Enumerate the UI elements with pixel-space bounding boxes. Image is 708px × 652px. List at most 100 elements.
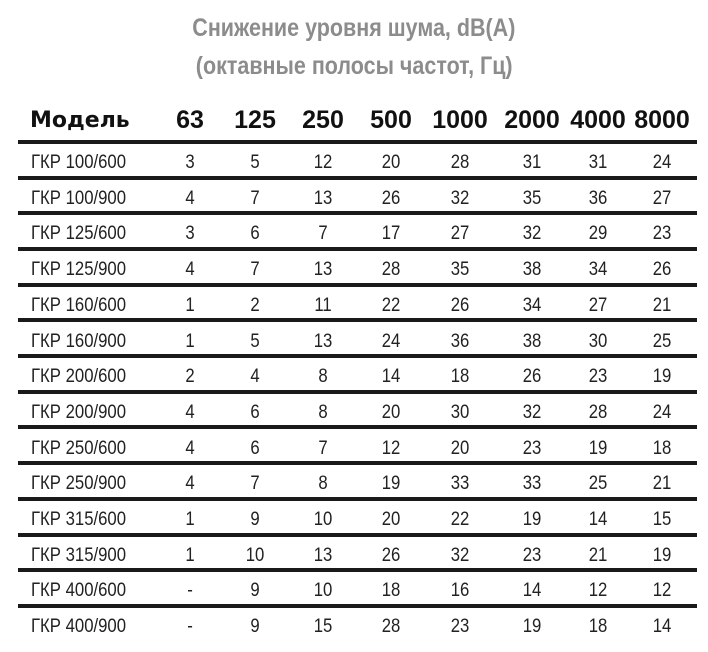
value-cell: 1 <box>185 330 195 352</box>
value-cell: 14 <box>652 616 672 638</box>
header-125hz: 125 <box>234 106 276 134</box>
row-divider <box>18 354 697 358</box>
header-1000hz: 1000 <box>432 106 488 134</box>
value-cell: 27 <box>588 294 608 316</box>
value-cell: 14 <box>588 509 608 530</box>
value-cell: 7 <box>250 259 260 281</box>
value-cell: 19 <box>522 509 542 530</box>
table-title: Снижение уровня шума, dB(A) <box>0 14 708 43</box>
value-cell: 34 <box>588 259 608 281</box>
value-cell: 1 <box>185 544 195 566</box>
value-cell: 8 <box>318 473 328 495</box>
row-divider <box>18 318 697 323</box>
value-cell: 15 <box>652 509 672 530</box>
table-row: ГКР 400/600 - 9 10 18 16 14 12 12 <box>0 572 708 608</box>
row-divider <box>18 246 697 251</box>
value-cell: - <box>187 616 193 638</box>
value-cell: 6 <box>250 401 260 423</box>
value-cell: 22 <box>450 509 470 530</box>
value-cell: 7 <box>318 437 328 459</box>
value-cell: 26 <box>450 294 470 316</box>
value-cell: 24 <box>652 152 672 173</box>
header-250hz: 250 <box>302 106 344 134</box>
value-cell: 12 <box>313 152 333 173</box>
value-cell: 36 <box>450 330 470 352</box>
value-cell: 27 <box>450 223 470 245</box>
table-subtitle: (октавные полосы частот, Гц) <box>0 52 708 81</box>
table-row: ГКР 160/600 1 2 11 22 26 34 27 21 <box>0 287 708 323</box>
value-cell: 38 <box>522 259 542 281</box>
value-cell: 11 <box>314 294 332 316</box>
model-cell: ГКР 125/600 <box>31 223 127 245</box>
model-cell: ГКР 200/900 <box>31 401 127 423</box>
row-divider <box>18 211 697 216</box>
value-cell: 8 <box>318 401 328 423</box>
row-divider <box>18 175 697 180</box>
value-cell: - <box>187 580 193 602</box>
header-2000hz: 2000 <box>504 106 560 134</box>
value-cell: 1 <box>185 294 195 316</box>
model-cell: ГКР 400/900 <box>31 616 127 638</box>
value-cell: 7 <box>318 223 328 245</box>
header-8000hz: 8000 <box>634 106 690 134</box>
value-cell: 25 <box>588 473 608 495</box>
value-cell: 15 <box>313 616 333 638</box>
table-row: ГКР 160/900 1 5 13 24 36 38 30 25 <box>0 323 708 359</box>
value-cell: 18 <box>652 437 672 459</box>
model-cell: ГКР 100/600 <box>31 152 127 173</box>
value-cell: 24 <box>652 401 672 423</box>
value-cell: 10 <box>313 580 333 602</box>
value-cell: 21 <box>652 294 672 316</box>
value-cell: 3 <box>185 152 195 173</box>
value-cell: 23 <box>588 366 608 388</box>
model-cell: ГКР 160/600 <box>31 294 127 316</box>
value-cell: 32 <box>450 544 470 566</box>
row-divider <box>18 425 697 430</box>
header-4000hz: 4000 <box>570 106 626 134</box>
value-cell: 10 <box>245 544 265 566</box>
value-cell: 16 <box>450 580 470 602</box>
value-cell: 28 <box>381 616 401 638</box>
value-cell: 31 <box>588 152 608 173</box>
value-cell: 9 <box>250 616 260 638</box>
table-row: ГКР 125/900 4 7 13 28 35 38 34 26 <box>0 251 708 287</box>
value-cell: 1 <box>185 509 195 530</box>
value-cell: 20 <box>381 401 401 423</box>
value-cell: 23 <box>450 616 470 638</box>
value-cell: 24 <box>381 330 401 352</box>
value-cell: 4 <box>185 259 195 281</box>
table-row: ГКР 125/600 3 6 7 17 27 32 29 23 <box>0 215 708 251</box>
row-divider <box>18 496 697 501</box>
value-cell: 12 <box>381 437 401 459</box>
value-cell: 18 <box>450 366 470 388</box>
value-cell: 17 <box>381 223 401 245</box>
value-cell: 19 <box>588 437 608 459</box>
table-row: ГКР 400/900 - 9 15 28 23 19 18 14 <box>0 608 708 644</box>
header-63hz: 63 <box>176 106 204 134</box>
value-cell: 10 <box>313 509 333 530</box>
model-cell: ГКР 250/600 <box>31 437 127 459</box>
header-divider <box>18 140 697 144</box>
value-cell: 23 <box>522 437 542 459</box>
value-cell: 4 <box>250 366 260 388</box>
value-cell: 19 <box>652 366 672 388</box>
table-row: ГКР 200/900 4 6 8 20 30 32 28 24 <box>0 394 708 430</box>
value-cell: 3 <box>185 223 195 245</box>
value-cell: 33 <box>522 473 542 495</box>
model-cell: ГКР 100/900 <box>31 187 127 209</box>
value-cell: 38 <box>522 330 542 352</box>
value-cell: 26 <box>652 259 672 281</box>
value-cell: 20 <box>450 437 470 459</box>
value-cell: 13 <box>313 187 333 209</box>
value-cell: 26 <box>522 366 542 388</box>
model-cell: ГКР 160/900 <box>31 330 127 352</box>
value-cell: 25 <box>652 330 672 352</box>
value-cell: 6 <box>250 437 260 459</box>
value-cell: 19 <box>381 473 401 495</box>
value-cell: 36 <box>588 187 608 209</box>
model-cell: ГКР 315/900 <box>31 544 127 566</box>
value-cell: 32 <box>450 187 470 209</box>
value-cell: 27 <box>652 187 672 209</box>
model-cell: ГКР 250/900 <box>31 473 127 495</box>
header-500hz: 500 <box>370 106 412 134</box>
